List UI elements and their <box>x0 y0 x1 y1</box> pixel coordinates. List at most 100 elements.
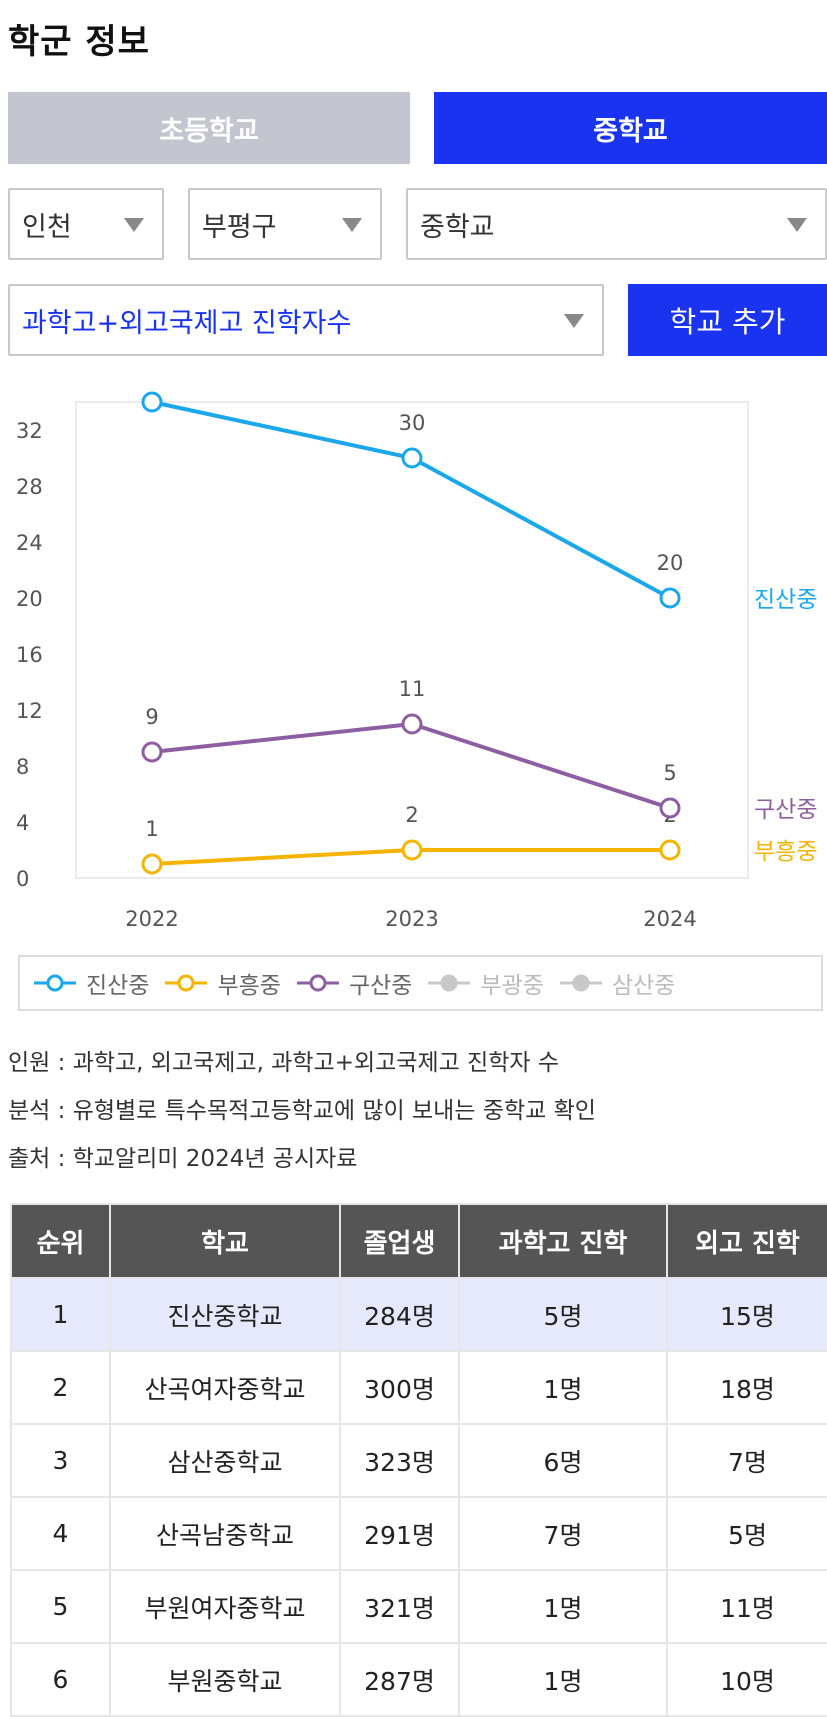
data-point <box>401 447 423 469</box>
column-header-graduates: 졸업생 <box>339 1203 460 1279</box>
cell-foreign-high: 11명 <box>666 1569 827 1644</box>
series-line <box>151 721 671 810</box>
school-ranking-table: 순위 학교 졸업생 과학고 진학 외고 진학 1 진산중학교 284명 5명 15명 2 산… <box>10 1203 827 1717</box>
data-label: 5 <box>663 761 676 785</box>
legend-label: 구산중 <box>348 973 413 999</box>
cell-foreign-high: 10명 <box>666 1642 827 1717</box>
x-tick-label: 2023 <box>385 907 438 931</box>
column-header-science-high: 과학고 진학 <box>458 1203 668 1279</box>
data-point <box>141 391 163 413</box>
metric-select[interactable]: 과학고+외고국제고 진학자수 <box>8 284 604 356</box>
y-tick-label: 28 <box>16 475 43 499</box>
legend-item[interactable]: 진산중 <box>32 966 149 1000</box>
legend-marker-icon <box>34 974 76 992</box>
legend-item[interactable]: 구산중 <box>295 966 412 1000</box>
cell-graduates: 323명 <box>339 1423 460 1498</box>
add-school-button[interactable]: 학교 추가 <box>628 284 827 356</box>
legend-item[interactable]: 부광중 <box>426 966 544 1000</box>
cell-science-high: 7명 <box>458 1496 668 1571</box>
legend-item[interactable]: 부흥중 <box>163 966 281 1000</box>
cell-foreign-high: 7명 <box>666 1423 827 1498</box>
chevron-down-icon <box>564 314 584 328</box>
note-analysis: 분석 : 유형별로 특수목적고등학교에 많이 보내는 중학교 확인 <box>8 1098 596 1124</box>
cell-science-high: 1명 <box>458 1569 668 1644</box>
metric-select-value: 과학고+외고국제고 진학자수 <box>22 307 352 339</box>
legend-marker-icon <box>165 974 208 992</box>
data-label: 2 <box>405 803 418 827</box>
data-label: 9 <box>145 705 158 729</box>
cell-graduates: 321명 <box>339 1569 460 1644</box>
cell-science-high: 5명 <box>458 1277 668 1352</box>
y-tick-label: 16 <box>16 643 43 667</box>
y-tick-label: 0 <box>16 867 29 891</box>
cell-rank: 4 <box>10 1496 111 1571</box>
data-point <box>659 839 681 861</box>
y-tick-label: 4 <box>16 811 29 835</box>
tab-middle-school[interactable]: 중학교 <box>434 92 827 164</box>
chevron-down-icon <box>342 218 362 232</box>
cell-graduates: 284명 <box>339 1277 460 1352</box>
district-select-value: 부평구 <box>202 211 277 243</box>
table-row: 5 부원여자중학교 321명 1명 11명 <box>10 1569 827 1644</box>
tab-elementary[interactable]: 초등학교 <box>8 92 410 164</box>
cell-graduates: 300명 <box>339 1350 460 1425</box>
cell-foreign-high: 5명 <box>666 1496 827 1571</box>
cell-rank: 1 <box>10 1277 111 1352</box>
legend-label: 부흥중 <box>217 973 281 999</box>
legend-label: 삼산중 <box>611 973 676 999</box>
cell-school: 진산중학교 <box>109 1277 341 1352</box>
region-select[interactable]: 인천 <box>8 188 164 260</box>
note-people: 인원 : 과학고, 외고국제고, 과학고+외고국제고 진학자 수 <box>8 1050 560 1076</box>
district-select[interactable]: 부평구 <box>188 188 382 260</box>
column-header-foreign-high: 외고 진학 <box>666 1203 827 1279</box>
cell-rank: 3 <box>10 1423 111 1498</box>
note-source: 출처 : 학교알리미 2024년 공시자료 <box>8 1146 358 1172</box>
data-point <box>141 741 163 763</box>
y-tick-label: 8 <box>16 755 29 779</box>
cell-rank: 2 <box>10 1350 111 1425</box>
school-type-select[interactable]: 중학교 <box>406 188 827 260</box>
x-tick-label: 2024 <box>643 907 696 931</box>
series-end-label: 구산중 <box>754 797 817 823</box>
column-header-school: 학교 <box>109 1203 341 1279</box>
table-row: 2 산곡여자중학교 300명 1명 18명 <box>10 1350 827 1425</box>
cell-science-high: 1명 <box>458 1350 668 1425</box>
data-label: 20 <box>657 551 684 575</box>
legend-marker-icon <box>428 974 471 992</box>
line-chart: 0481216202428322022202320243020진산중122부흥중… <box>16 391 817 931</box>
legend-marker-icon <box>296 974 339 992</box>
cell-foreign-high: 15명 <box>666 1277 827 1352</box>
legend-label: 진산중 <box>86 973 150 999</box>
chevron-down-icon <box>124 218 144 232</box>
data-label: 30 <box>399 411 426 435</box>
table-header-row: 순위 학교 졸업생 과학고 진학 외고 진학 <box>10 1203 827 1279</box>
legend-marker-icon <box>559 974 602 992</box>
column-header-rank: 순위 <box>10 1203 111 1279</box>
data-point <box>141 853 163 875</box>
page-title: 학군 정보 <box>8 22 150 62</box>
cell-school: 부원중학교 <box>109 1642 341 1717</box>
plot-frame <box>75 401 749 879</box>
series-end-label: 부흥중 <box>754 839 817 865</box>
y-tick-label: 20 <box>16 587 43 611</box>
cell-rank: 6 <box>10 1642 111 1717</box>
data-point <box>401 839 423 861</box>
cell-school: 산곡여자중학교 <box>109 1350 341 1425</box>
legend-item[interactable]: 삼산중 <box>558 966 675 1000</box>
data-label: 1 <box>145 817 158 841</box>
table-row: 6 부원중학교 287명 1명 10명 <box>10 1642 827 1717</box>
data-point <box>659 797 681 819</box>
school-type-select-value: 중학교 <box>420 211 495 243</box>
region-select-value: 인천 <box>22 211 72 243</box>
data-point <box>659 587 681 609</box>
table-row: 3 삼산중학교 323명 6명 7명 <box>10 1423 827 1498</box>
table-row: 1 진산중학교 284명 5명 15명 <box>10 1277 827 1352</box>
legend-label: 부광중 <box>480 973 544 999</box>
cell-foreign-high: 18명 <box>666 1350 827 1425</box>
chevron-down-icon <box>787 218 807 232</box>
y-tick-label: 24 <box>16 531 43 555</box>
cell-science-high: 6명 <box>458 1423 668 1498</box>
cell-school: 산곡남중학교 <box>109 1496 341 1571</box>
cell-school: 삼산중학교 <box>109 1423 341 1498</box>
